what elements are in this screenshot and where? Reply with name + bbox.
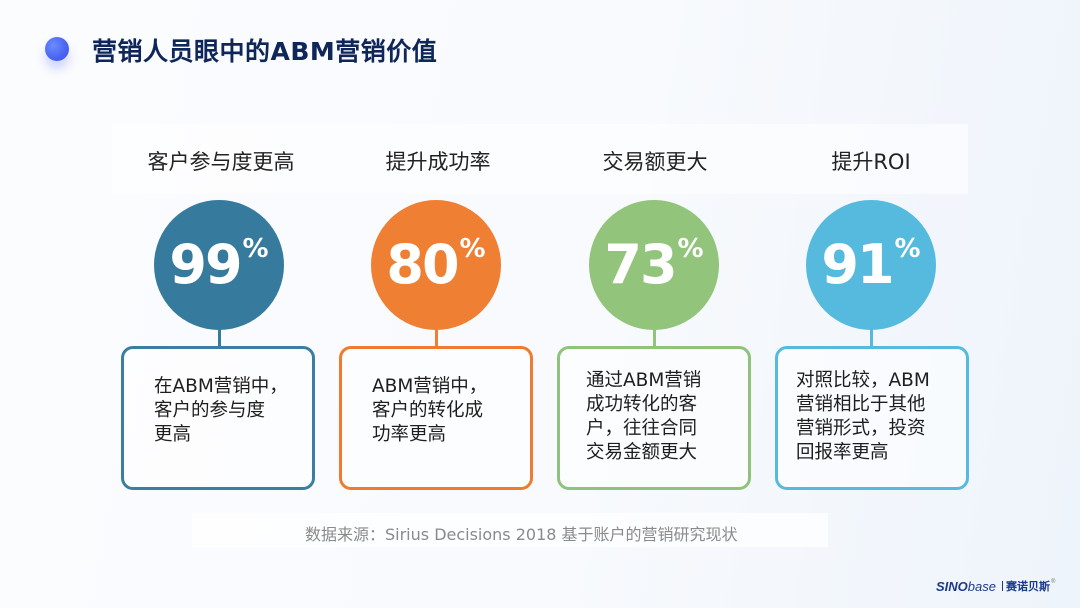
percent-sign: % [242, 234, 269, 264]
connector-line [870, 328, 873, 348]
stat-heading: 交易额更大 [602, 150, 708, 174]
stat-value: 91% [821, 233, 921, 296]
logo-divider [1002, 581, 1003, 591]
logo-sino: SINO [936, 578, 968, 594]
stat-circle: 99% [154, 200, 284, 330]
stat-number: 73 [604, 233, 677, 296]
registered-mark-icon: ® [1051, 579, 1056, 585]
stat-value: 80% [386, 233, 486, 296]
percent-sign: % [894, 234, 921, 264]
stat-description: 对照比较，ABM 营销相比于其他 营销形式，投资 回报率更高 [796, 370, 930, 463]
stat-heading: 提升成功率 [385, 150, 491, 174]
percent-sign: % [459, 234, 486, 264]
data-source-note: 数据来源：Sirius Decisions 2018 基于账户的营销研究现状 [305, 525, 738, 544]
connector-line [653, 328, 656, 348]
stat-circle: 73% [589, 200, 719, 330]
source-band [192, 513, 828, 547]
stat-description-box: 在ABM营销中， 客户的参与度 更高 [121, 346, 315, 490]
stat-number: 80 [386, 233, 459, 296]
stat-description: 在ABM营销中， 客户的参与度 更高 [154, 376, 288, 445]
header-band [112, 124, 968, 194]
stat-number: 99 [169, 233, 242, 296]
stat-description: ABM营销中， 客户的转化成 功率更高 [372, 376, 488, 445]
company-logo: SINO base 赛诺贝斯 ® [936, 578, 1055, 594]
logo-base: base [967, 578, 996, 594]
stat-circle: 80% [371, 200, 501, 330]
connector-line [218, 328, 221, 348]
title-bullet-icon [45, 37, 69, 61]
stat-description: 通过ABM营销 成功转化的客 户，往往合同 交易金额更大 [586, 370, 702, 463]
stat-heading: 提升ROI [831, 150, 911, 174]
stat-description-box: ABM营销中， 客户的转化成 功率更高 [339, 346, 533, 490]
logo-chinese: 赛诺贝斯 [1006, 581, 1050, 593]
stat-value: 73% [604, 233, 704, 296]
percent-sign: % [677, 234, 704, 264]
page-title: 营销人员眼中的ABM营销价值 [92, 37, 438, 66]
connector-line [435, 328, 438, 348]
stat-description-box: 对照比较，ABM 营销相比于其他 营销形式，投资 回报率更高 [775, 346, 969, 490]
stat-number: 91 [821, 233, 894, 296]
stat-circle: 91% [806, 200, 936, 330]
stat-description-box: 通过ABM营销 成功转化的客 户，往往合同 交易金额更大 [557, 346, 751, 490]
stat-value: 99% [169, 233, 269, 296]
stat-heading: 客户参与度更高 [147, 150, 295, 174]
